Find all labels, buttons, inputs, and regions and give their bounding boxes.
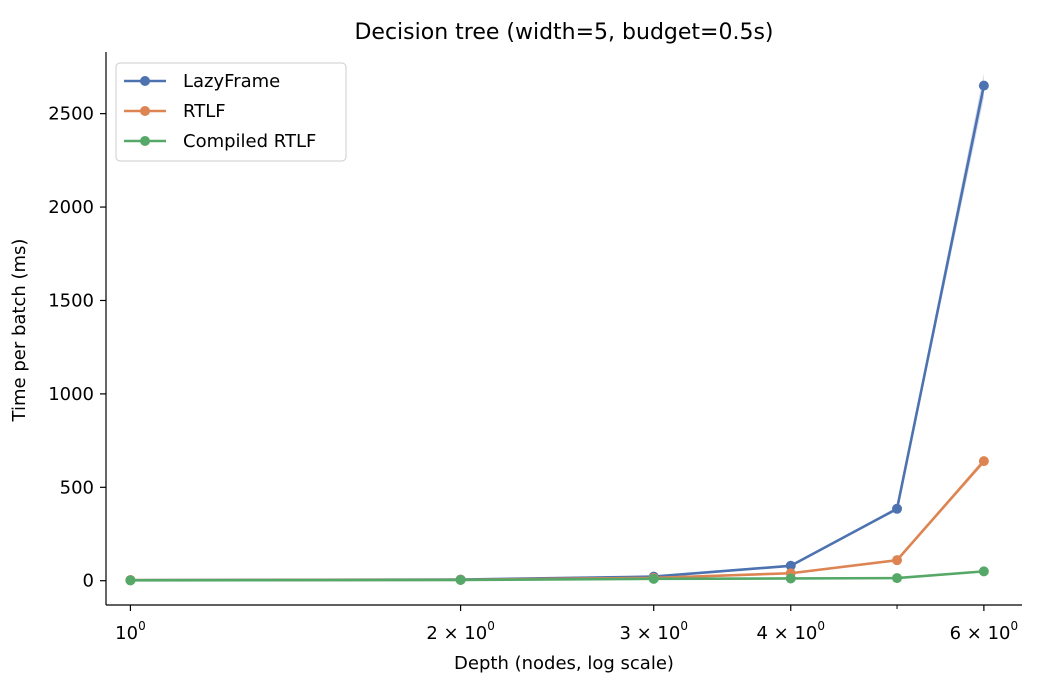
legend: LazyFrame RTLF Compiled RTLF [115, 62, 347, 162]
legend-marker [140, 76, 150, 86]
data-point [785, 560, 796, 571]
x-axis-label: Depth (nodes, log scale) [454, 653, 674, 674]
legend-entry-label: RTLF [183, 101, 226, 122]
series-line [130, 570, 984, 582]
data-point [978, 80, 989, 91]
legend-marker [140, 136, 150, 146]
data-point [978, 566, 989, 577]
legend-entry-label: LazyFrame [183, 71, 280, 92]
x-tick-label: 3 × 100 [619, 619, 688, 644]
x-tick-label: 6 × 100 [950, 619, 1019, 644]
chart-title: Decision tree (width=5, budget=0.5s) [354, 20, 773, 45]
y-axis-label: Time per batch (ms) [9, 239, 30, 423]
data-point [785, 573, 796, 584]
data-point [892, 573, 903, 584]
series-line [130, 460, 985, 582]
y-tick-label: 2000 [48, 197, 94, 218]
x-tick-label: 4 × 100 [756, 619, 825, 644]
legend-marker [140, 106, 150, 116]
x-tick-label: 100 [115, 619, 146, 644]
y-tick-label: 1000 [48, 384, 94, 405]
data-point [892, 555, 903, 566]
x-tick-label: 2 × 100 [426, 619, 495, 644]
data-point [125, 575, 136, 586]
series-band [130, 458, 984, 581]
plot-area: 0 500 1000 1500 2000 2500 100 2 × 100 3 × 100 4 ×… [48, 52, 1022, 644]
data-point [648, 573, 659, 584]
y-tick-label: 2500 [48, 104, 94, 125]
y-tick-label: 500 [60, 477, 94, 498]
data-point [455, 574, 466, 585]
y-tick-label: 0 [83, 571, 94, 592]
data-point [978, 456, 989, 467]
legend-entry-label: Compiled RTLF [183, 131, 316, 152]
data-point [892, 503, 903, 514]
legend-box [115, 62, 347, 162]
y-tick-label: 1500 [48, 290, 94, 311]
